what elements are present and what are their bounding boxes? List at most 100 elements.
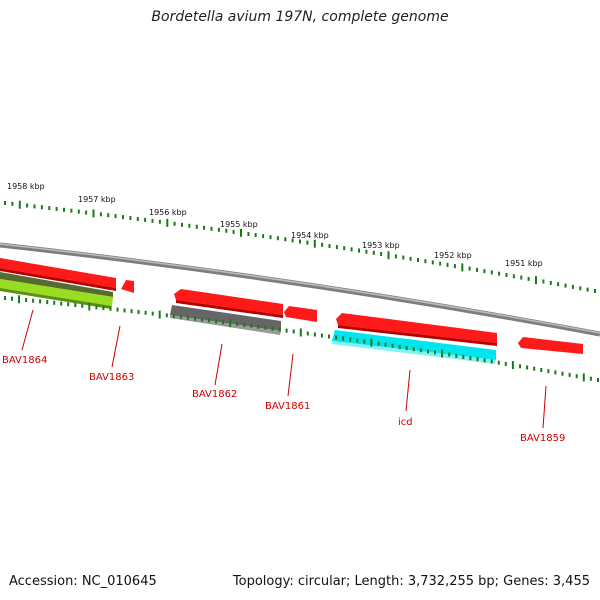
inner-scale-minor-tick [561,371,564,376]
inner-scale-major-tick [88,302,91,311]
gene-label-icd[interactable]: icd [398,417,413,428]
scale-label: 1953 kbp [362,241,400,250]
outer-scale-minor-tick [453,264,456,269]
inner-scale-minor-tick [222,320,225,325]
gene-icd-forward[interactable] [336,313,497,343]
outer-scale-minor-tick [512,274,515,279]
inner-scale-minor-tick [589,376,592,381]
outer-scale-minor-tick [483,269,486,274]
inner-scale-minor-tick [60,301,63,306]
outer-scale-minor-tick [321,242,324,247]
outer-scale-minor-tick [188,223,191,228]
inner-scale-minor-tick [328,334,330,339]
outer-scale-minor-tick [40,205,43,210]
outer-scale-minor-tick [372,250,375,255]
gene-label-bav1859[interactable]: BAV1859 [520,433,565,444]
outer-scale-minor-tick [55,206,58,211]
outer-scale-minor-tick [254,233,257,237]
outer-scale-minor-tick [365,249,368,254]
inner-scale-minor-tick [356,338,359,343]
gene-label-bav1861[interactable]: BAV1861 [265,401,310,412]
inner-scale-minor-tick [519,364,521,369]
inner-scale-major-tick [158,310,161,319]
outer-scale-labels: 1958 kbp 1957 kbp 1956 kbp 1955 kbp 1954 kbp… [7,182,543,268]
inner-scale-minor-tick [391,343,394,348]
outer-scale-minor-tick [394,254,397,259]
inner-scale-minor-tick [554,370,557,375]
outer-scale-minor-tick [217,227,220,232]
inner-scale-minor-tick [25,298,28,302]
inner-scale-minor-tick [448,352,451,357]
inner-scale-minor-tick [377,341,380,346]
outer-scale-minor-tick [122,215,124,220]
inner-scale-major-tick [370,338,373,347]
outer-scale-minor-tick [490,270,493,275]
inner-scale-minor-tick [540,368,543,372]
leader-bav1861 [287,353,294,397]
inner-scale-minor-tick [95,305,98,310]
outer-scale-minor-tick [402,255,405,260]
outer-scale-minor-tick [210,226,213,231]
inner-scale-minor-tick [349,337,352,342]
inner-scale-minor-tick [306,331,309,336]
scale-label: 1958 kbp [7,182,45,191]
outer-scale-minor-tick [4,201,6,205]
outer-scale-minor-tick [527,276,530,281]
gene-label-bav1864[interactable]: BAV1864 [2,355,47,366]
outer-scale-minor-tick [107,213,110,218]
inner-scale-minor-tick [398,344,401,349]
outer-scale-minor-tick [77,209,80,214]
gene-bav1862-reverse[interactable] [170,305,281,331]
inner-scale-major-tick [229,319,232,328]
accession-text: Accession: NC_010645 [9,574,157,589]
scale-label: 1951 kbp [505,259,543,268]
inner-scale-minor-tick [363,339,366,344]
forward-genes [0,258,583,354]
outer-scale-minor-tick [424,259,427,264]
gene-label-bav1863[interactable]: BAV1863 [89,372,134,383]
outer-scale-minor-tick [299,239,301,244]
gene-bav1864-forward[interactable] [0,258,116,288]
outer-scale-minor-tick [269,235,272,240]
scale-label: 1956 kbp [149,208,187,217]
gene-bav1859-forward[interactable] [518,337,583,354]
outer-scale-minor-tick [85,210,88,215]
scale-label: 1955 kbp [220,220,258,229]
outer-scale-minor-tick [158,219,161,224]
outer-scale-minor-tick [136,217,139,221]
outer-scale-minor-tick [586,287,589,292]
inner-scale-minor-tick [405,346,408,350]
outer-scale-ticks [4,200,596,293]
outer-scale-major-tick [92,209,95,218]
outer-scale-minor-tick [542,279,545,284]
leader-bav1864 [21,309,34,351]
leader-icd [405,369,411,412]
gene-icd-reverse[interactable] [332,330,496,360]
gene-bav1861-forward[interactable] [284,306,317,322]
outer-scale-minor-tick [195,224,198,229]
outer-scale-minor-tick [328,244,331,248]
gene-icd-reverse-shade [332,341,496,364]
outer-scale-minor-tick [232,229,235,234]
outer-scale-major-tick [461,263,464,272]
outer-scale-minor-tick [505,273,508,277]
gene-label-bav1862[interactable]: BAV1862 [192,389,237,400]
genome-backbone-highlight [0,243,600,334]
gene-bav1864-reverse[interactable] [0,279,113,306]
outer-scale-minor-tick [549,280,552,285]
gene-bav1862-forward[interactable] [174,289,283,315]
inner-scale-minor-tick [109,306,112,311]
outer-scale-minor-tick [343,246,346,251]
outer-scale-major-tick [240,228,242,237]
outer-scale-minor-tick [358,248,360,253]
outer-scale-major-tick [313,239,316,248]
gene-bav1863-forward[interactable] [121,280,134,293]
inner-scale-minor-tick [179,315,182,319]
outer-scale-minor-tick [579,286,582,291]
inner-scale-minor-tick [243,322,246,327]
inner-scale-minor-tick [597,378,599,382]
inner-scale-minor-tick [11,296,13,301]
outer-scale-minor-tick [284,237,287,242]
outer-scale-minor-tick [262,234,265,239]
outer-scale-minor-tick [33,204,36,209]
